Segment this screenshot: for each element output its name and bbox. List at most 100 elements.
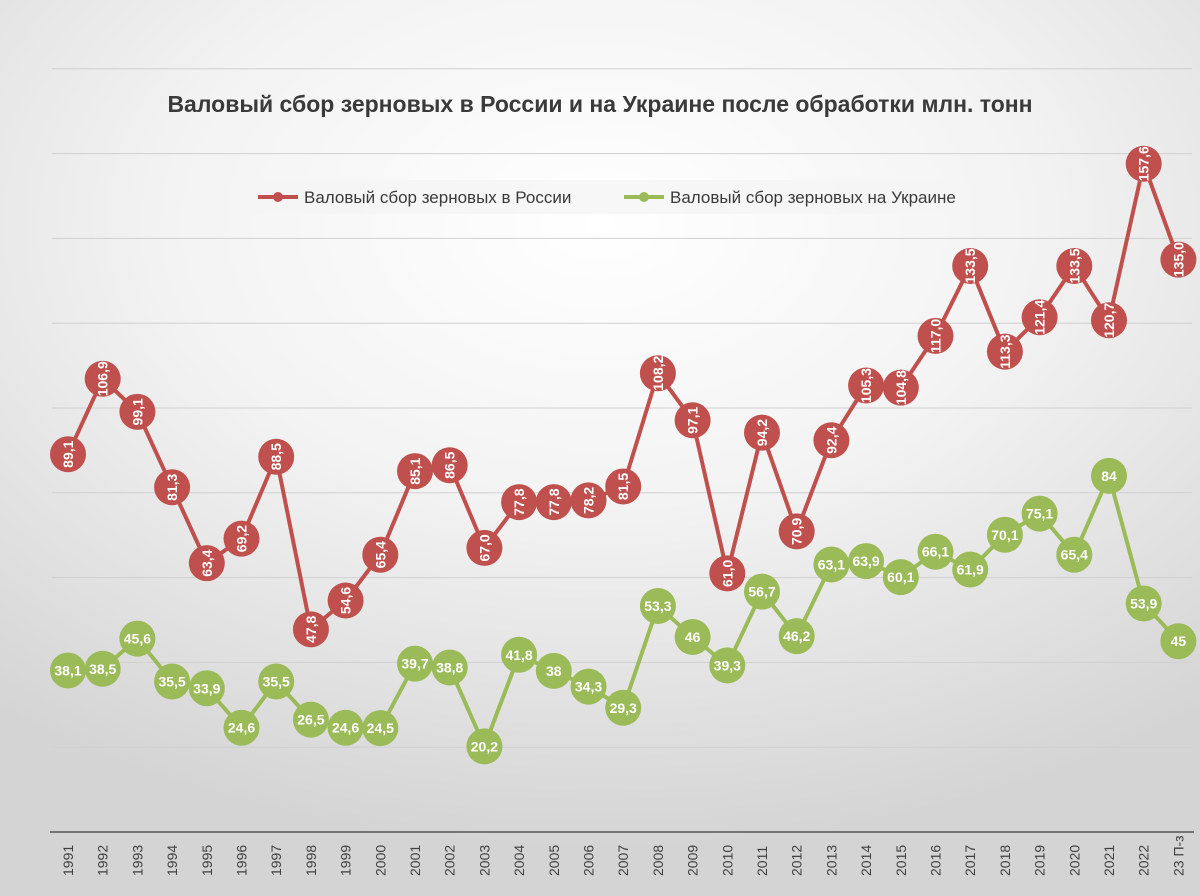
data-point <box>50 436 86 473</box>
legend-marker-ukraine <box>639 192 649 202</box>
data-point <box>709 555 746 592</box>
x-tick-label: 2006 <box>581 845 597 876</box>
data-point <box>1056 247 1093 284</box>
data-point <box>466 529 503 566</box>
gridlines <box>52 68 1192 748</box>
x-tick-label: 2002 <box>442 845 458 876</box>
data-point <box>744 414 780 451</box>
data-point <box>952 247 989 284</box>
data-label: 38 <box>546 663 562 679</box>
data-point <box>848 543 885 580</box>
x-tick-label: 1992 <box>95 845 111 876</box>
x-tick-label: 2009 <box>685 845 701 876</box>
plot-area: 89,1 106,9 99,1 81,3 63,4 69,2 88,5 47,8 54,6 65,… <box>50 145 1197 765</box>
data-label: 70,9 <box>789 518 805 545</box>
data-point <box>952 551 989 588</box>
data-point <box>1091 302 1127 339</box>
data-label: 66,1 <box>922 544 949 560</box>
x-tick-label: 1996 <box>234 845 250 876</box>
x-tick-label: 2020 <box>1066 845 1082 876</box>
data-label: 108,2 <box>650 356 666 391</box>
x-tick-label: 2016 <box>928 845 944 876</box>
data-point <box>362 536 399 573</box>
data-label: 33,9 <box>193 680 220 696</box>
data-label: 26,5 <box>297 712 324 728</box>
data-label: 29,3 <box>610 700 637 716</box>
data-point <box>188 670 225 707</box>
data-point <box>84 360 121 397</box>
data-point <box>1125 585 1162 622</box>
data-point <box>986 333 1023 370</box>
data-point <box>1125 145 1162 182</box>
data-label: 53,3 <box>644 598 671 614</box>
data-label: 77,8 <box>546 488 562 515</box>
data-point <box>154 469 191 506</box>
x-tick-label: 1998 <box>303 845 319 876</box>
data-point <box>223 520 260 557</box>
chart-title: Валовый сбор зерновых в России и на Укра… <box>167 91 1032 117</box>
x-tick-label: 2001 <box>407 845 423 876</box>
data-point <box>1056 536 1093 573</box>
x-tick-label: 2019 <box>1032 845 1048 876</box>
data-point <box>535 652 572 689</box>
data-label: 65,4 <box>1061 547 1088 563</box>
x-tick-label: 1991 <box>60 845 76 876</box>
data-point <box>605 689 642 726</box>
data-point <box>813 422 850 459</box>
data-label: 104,8 <box>893 370 909 405</box>
data-label: 61,0 <box>719 560 735 587</box>
data-label: 86,5 <box>442 451 458 478</box>
data-point <box>1160 241 1197 278</box>
data-label: 63,1 <box>818 556 845 572</box>
data-point <box>605 468 642 505</box>
data-point <box>292 611 329 648</box>
data-point <box>188 545 225 582</box>
data-label: 89,1 <box>60 440 76 467</box>
data-label: 35,5 <box>158 673 185 689</box>
x-tick-label: 2007 <box>615 845 631 876</box>
data-point <box>778 513 815 550</box>
data-label: 45 <box>1171 633 1187 649</box>
x-axis: 1991 1992 1993 1994 1995 1996 1997 1998 1999 2000… <box>50 831 1194 876</box>
data-point <box>397 645 433 682</box>
data-point <box>431 649 468 686</box>
data-label: 53,9 <box>1130 595 1157 611</box>
data-label: 39,7 <box>401 656 428 672</box>
data-point <box>570 668 607 705</box>
x-tick-label: 1999 <box>338 845 354 876</box>
data-label: 133,5 <box>1066 248 1082 283</box>
x-tick-label: 2010 <box>719 845 735 876</box>
legend: Валовый сбор зерновых в России Валовый с… <box>205 180 1005 214</box>
data-label: 88,5 <box>268 443 284 470</box>
data-point <box>501 636 538 673</box>
data-label: 65,4 <box>372 541 388 568</box>
data-label: 157,6 <box>1136 146 1152 181</box>
x-tick-label: 23 П-з <box>1170 835 1186 876</box>
data-label: 84 <box>1101 468 1117 484</box>
data-label: 24,6 <box>332 720 359 736</box>
data-label: 60,1 <box>887 569 914 585</box>
data-label: 63,4 <box>199 549 215 576</box>
data-point <box>327 582 364 619</box>
x-tick-label: 2017 <box>962 845 978 876</box>
data-label: 47,8 <box>303 615 319 642</box>
x-tick-label: 2008 <box>650 845 666 876</box>
x-tick-label: 1997 <box>268 845 284 876</box>
data-label: 120,7 <box>1101 303 1117 338</box>
legend-box <box>205 180 1005 214</box>
data-label: 61,9 <box>957 562 984 578</box>
x-tick-label: 2015 <box>893 845 909 876</box>
data-label: 85,1 <box>407 457 423 484</box>
data-label: 46 <box>685 629 701 645</box>
data-label: 135,0 <box>1170 242 1186 277</box>
data-point <box>258 438 295 475</box>
data-label: 75,1 <box>1026 506 1053 522</box>
data-label: 99,1 <box>129 398 145 425</box>
x-tick-label: 2005 <box>546 845 562 876</box>
x-tick-label: 2011 <box>754 846 770 876</box>
data-point <box>362 710 399 747</box>
data-label: 92,4 <box>823 426 839 453</box>
data-point <box>709 647 746 684</box>
data-point <box>223 709 260 746</box>
x-tick-label: 2021 <box>1101 845 1117 876</box>
